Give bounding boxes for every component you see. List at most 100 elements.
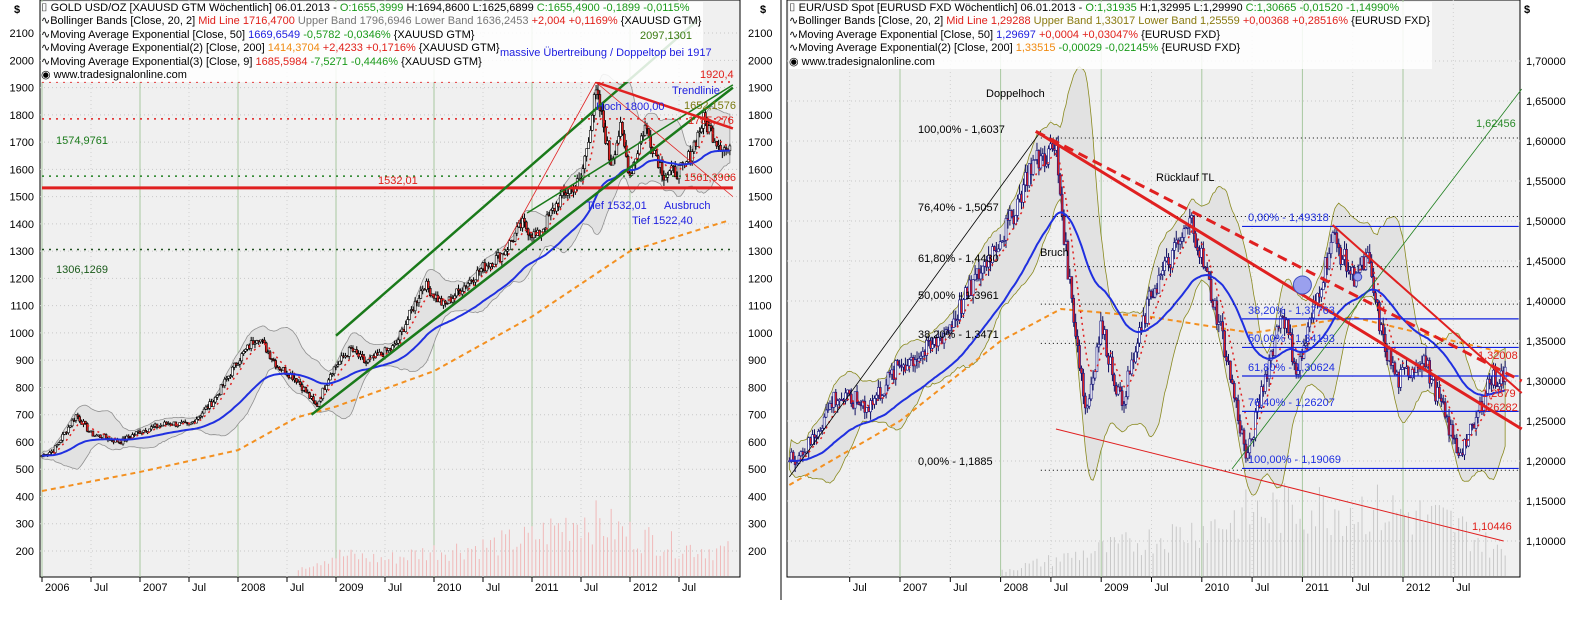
candle-body: [1202, 247, 1205, 268]
candle: [304, 386, 308, 393]
candle-body: [1010, 210, 1014, 218]
candle-body: [931, 344, 934, 349]
candle-body: [1393, 362, 1397, 375]
candle: [468, 276, 472, 287]
candle-body: [504, 250, 507, 256]
candle: [91, 430, 95, 437]
candle: [585, 148, 588, 162]
candle-body: [523, 217, 526, 223]
candle: [59, 439, 63, 444]
candle: [1320, 287, 1323, 302]
candle: [1298, 351, 1302, 379]
candle: [413, 297, 417, 315]
eurusd-currency-label: $: [1524, 4, 1531, 16]
eurusd-fib-blue-label: 100,00% - 1,19069: [1248, 454, 1341, 467]
candle: [1341, 255, 1344, 266]
candle-body: [919, 355, 923, 359]
candle: [1399, 364, 1402, 392]
candle: [500, 252, 504, 266]
candle-body: [165, 421, 168, 425]
candle: [1074, 313, 1077, 340]
x-tick-label: Jul: [584, 582, 598, 594]
candle-body: [700, 128, 703, 133]
y-tick-label: 1,70000: [1526, 56, 1566, 68]
candle: [1163, 256, 1166, 276]
candle-body: [664, 177, 668, 181]
gold-annotation-high: Hoch 1800,00: [596, 101, 665, 113]
y-tick-label: 1200: [10, 273, 34, 285]
y-tick-label-right: 1300: [748, 246, 772, 258]
candle: [979, 264, 983, 287]
candle: [329, 372, 332, 381]
gold-annotation-low1: Tief 1532,01: [586, 200, 647, 212]
candle: [1016, 194, 1019, 222]
candle-body: [200, 412, 204, 417]
eurusd-ema50-legend[interactable]: ∿Moving Average Exponential [Close, 50] …: [789, 28, 1432, 43]
candle: [313, 400, 317, 406]
gold-ema200-legend[interactable]: ∿Moving Average Exponential(2) [Close, 2…: [41, 42, 704, 56]
candle-body: [1279, 315, 1283, 329]
candle-body: [366, 359, 370, 363]
eurusd-fib-blue-label: 50,00% - 1,34193: [1248, 333, 1335, 346]
candle: [1267, 354, 1271, 387]
eurusd-ema200-legend[interactable]: ∿Moving Average Exponential(2) [Close, 2…: [789, 42, 1432, 56]
candle: [1045, 155, 1048, 169]
gold-bollinger-legend[interactable]: ∿Bollinger Bands [Close, 20, 2] Mid Line…: [41, 15, 704, 29]
candle: [826, 402, 830, 413]
candle-body: [566, 193, 570, 196]
candle: [942, 327, 946, 349]
candle-body: [621, 122, 624, 135]
eurusd-watermark[interactable]: ◉ www.tradesignalonline.com: [789, 55, 1432, 70]
candle: [1118, 382, 1122, 392]
candle-body: [1205, 267, 1209, 273]
candle: [1364, 248, 1368, 271]
candle-body: [632, 162, 636, 175]
candle: [379, 351, 383, 356]
candle-body: [696, 131, 700, 147]
candle: [70, 418, 74, 428]
candle-body: [724, 147, 728, 150]
candle-body: [596, 89, 600, 95]
candle: [151, 424, 155, 429]
candle-body: [1474, 417, 1478, 429]
candle-body: [1440, 397, 1443, 402]
candle: [1374, 289, 1377, 305]
candle-body: [704, 112, 707, 122]
candle-body: [1308, 318, 1312, 328]
candle: [1039, 147, 1043, 171]
candle: [1070, 276, 1074, 303]
eurusd-bollinger-legend[interactable]: ∿Bollinger Bands [Close, 20, 2] Mid Line…: [789, 15, 1432, 29]
candle: [991, 243, 994, 267]
candle: [1430, 378, 1433, 387]
ema200-line: [41, 219, 729, 493]
candle-body: [419, 290, 423, 299]
candle-body: [1238, 420, 1242, 434]
candle-body: [1374, 292, 1377, 301]
y-tick-label: 1,10000: [1526, 536, 1566, 548]
gold-ema50-legend[interactable]: ∿Moving Average Exponential [Close, 50] …: [41, 28, 704, 43]
candle: [1134, 346, 1137, 364]
y-tick-label: 400: [16, 491, 34, 503]
candle-body: [1173, 242, 1176, 251]
candle-body: [1430, 379, 1433, 384]
candle-body: [406, 319, 409, 325]
candle-body: [144, 430, 147, 433]
candle: [1043, 145, 1047, 173]
y-tick-label: 300: [16, 519, 34, 531]
candle-body: [1463, 439, 1466, 456]
gold-watermark[interactable]: ◉ www.tradesignalonline.com: [41, 69, 704, 83]
candle-body: [869, 400, 872, 413]
candle: [1217, 313, 1221, 333]
gold-ema9-legend[interactable]: ∿Moving Average Exponential(3) [Close, 9…: [41, 55, 704, 70]
candle-body: [849, 393, 853, 404]
candle: [494, 251, 498, 268]
candle-body: [308, 392, 311, 399]
candle-body: [1260, 386, 1263, 408]
x-tick-label: 2010: [437, 582, 461, 594]
candle-body: [1124, 396, 1128, 405]
candle: [1072, 294, 1076, 327]
candle: [504, 249, 507, 256]
candle: [587, 137, 590, 149]
y-tick-label: 1,30000: [1526, 376, 1566, 388]
candle-body: [264, 342, 268, 353]
